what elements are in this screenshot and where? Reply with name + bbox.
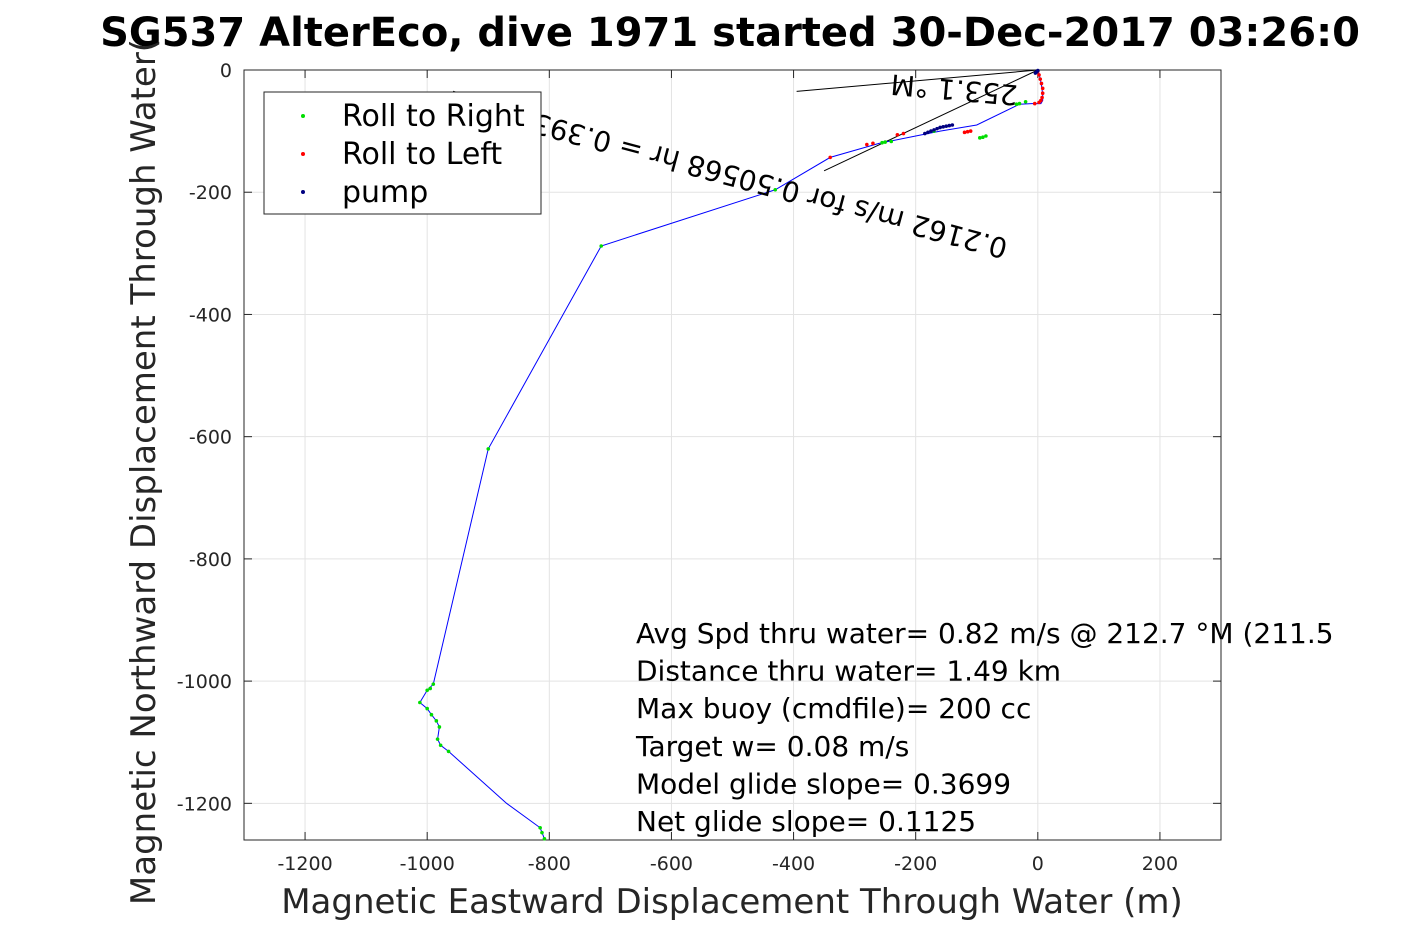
roll-to-left-point bbox=[1040, 86, 1045, 91]
roll-to-right-point bbox=[981, 135, 985, 140]
axis-ticks bbox=[244, 69, 1221, 840]
roll-to-right-point bbox=[486, 447, 491, 451]
pump-point bbox=[926, 130, 930, 135]
roll-to-left-point bbox=[901, 131, 906, 136]
roll-to-right-point bbox=[538, 825, 542, 830]
roll-to-right-point bbox=[599, 244, 604, 248]
chart-title: SG537 AlterEco, dive 1971 started 30-Dec… bbox=[100, 10, 1360, 56]
x-tick-label: -800 bbox=[528, 853, 571, 875]
roll-to-left-point bbox=[895, 132, 900, 137]
x-tick-label: -200 bbox=[894, 853, 937, 875]
pump-point bbox=[1033, 71, 1038, 75]
plot-area bbox=[418, 68, 1045, 841]
roll-to-right-point bbox=[438, 743, 443, 748]
y-tick-label: -200 bbox=[189, 182, 232, 204]
legend-marker-roll-to-left bbox=[301, 152, 305, 156]
annotation-line: Avg Spd thru water= 0.82 m/s @ 212.7 °M … bbox=[636, 617, 1334, 650]
pump-point bbox=[938, 125, 942, 130]
roll-to-left-point bbox=[865, 142, 869, 147]
roll-to-right-point bbox=[883, 140, 887, 144]
annotation-line: Net glide slope= 0.1125 bbox=[636, 805, 976, 838]
legend-marker-roll-to-right bbox=[301, 114, 305, 118]
x-axis-label: Magnetic Eastward Displacement Through W… bbox=[281, 882, 1183, 922]
roll-to-left-point bbox=[871, 141, 875, 146]
current-vector bbox=[823, 69, 1039, 172]
roll-to-right-point bbox=[984, 134, 988, 138]
roll-to-right-point bbox=[542, 836, 547, 841]
roll-to-right-point bbox=[431, 682, 436, 686]
roll-to-left-point bbox=[1040, 91, 1045, 96]
legend-marker-pump bbox=[301, 190, 305, 194]
roll-to-left-point bbox=[828, 155, 832, 160]
x-tick-label: -1000 bbox=[400, 853, 455, 875]
roll-to-left-point bbox=[1038, 77, 1043, 81]
roll-to-right-point bbox=[1014, 102, 1019, 107]
annotation-block: Avg Spd thru water= 0.82 m/s @ 212.7 °M … bbox=[635, 617, 1334, 838]
pump-point bbox=[950, 123, 955, 127]
roll-to-right-point bbox=[418, 700, 422, 705]
y-tick-label: -800 bbox=[189, 549, 232, 571]
x-tick-labels: -1200 -1000 -800 -600 -400 -200 0 200 bbox=[277, 853, 1178, 875]
roll-to-right-point bbox=[540, 830, 544, 835]
current-vectors bbox=[796, 69, 1039, 172]
annotation-line: Max buoy (cmdfile)= 200 cc bbox=[636, 692, 1031, 725]
roll-to-right-point bbox=[428, 686, 433, 691]
roll-to-left-point bbox=[1032, 101, 1037, 106]
roll-to-right-point bbox=[880, 140, 884, 145]
x-tick-label: -1200 bbox=[277, 853, 332, 875]
annotation-line: Model glide slope= 0.3699 bbox=[636, 767, 1011, 800]
roll-to-right-point bbox=[434, 719, 439, 723]
roll-to-left-point bbox=[965, 129, 970, 134]
y-tick-label: -400 bbox=[189, 304, 232, 326]
roll-to-right-point bbox=[425, 688, 429, 693]
x-tick-label: 200 bbox=[1142, 853, 1178, 875]
legend-label-pump: pump bbox=[342, 175, 428, 210]
pump-point bbox=[935, 126, 939, 131]
x-tick-label: -600 bbox=[650, 853, 693, 875]
y-axis-label: Magnetic Northward Displacement Through … bbox=[124, 39, 164, 905]
roll-to-right-point bbox=[1017, 101, 1022, 106]
roll-to-left-point bbox=[1037, 100, 1041, 105]
legend-label-roll-to-right: Roll to Right bbox=[342, 99, 525, 134]
roll-to-left-point bbox=[1039, 81, 1044, 86]
legend-box bbox=[263, 91, 542, 215]
x-tick-label: 0 bbox=[1032, 853, 1044, 875]
current-vector bbox=[796, 69, 1038, 92]
pump-point bbox=[923, 131, 927, 136]
y-tick-labels: 0 -200 -400 -600 -800 -1000 -1200 bbox=[177, 60, 232, 815]
y-tick-label: -1000 bbox=[177, 671, 232, 693]
pump-point bbox=[929, 129, 933, 133]
legend-label-roll-to-left: Roll to Left bbox=[342, 137, 502, 172]
roll-to-right-point bbox=[435, 737, 440, 741]
roll-to-left-point bbox=[1040, 95, 1044, 100]
roll-to-right-point bbox=[425, 706, 429, 711]
plot-frame bbox=[243, 69, 1222, 841]
y-tick-label: -1200 bbox=[177, 793, 232, 815]
roll-to-right-point bbox=[446, 749, 451, 754]
annotation-line: Target w= 0.08 m/s bbox=[635, 730, 909, 763]
pump-point bbox=[944, 124, 949, 129]
roll-to-right-point bbox=[437, 725, 442, 729]
data-points bbox=[418, 68, 1045, 841]
pump-point bbox=[941, 125, 945, 129]
pump-point bbox=[947, 123, 952, 128]
pump-point bbox=[932, 128, 936, 132]
roll-to-right-point bbox=[1023, 99, 1028, 104]
roll-to-left-point bbox=[1037, 73, 1041, 77]
roll-to-right-point bbox=[429, 712, 434, 717]
annotation-line: Distance thru water= 1.49 km bbox=[636, 655, 1061, 688]
roll-to-right-point bbox=[773, 187, 778, 192]
y-tick-label: -600 bbox=[189, 427, 232, 449]
x-tick-label: -400 bbox=[772, 853, 815, 875]
y-tick-label: 0 bbox=[220, 60, 232, 82]
roll-to-left-point bbox=[968, 129, 973, 133]
roll-to-right-point bbox=[889, 139, 894, 144]
roll-to-left-point bbox=[962, 130, 967, 135]
roll-to-right-point bbox=[978, 136, 982, 140]
